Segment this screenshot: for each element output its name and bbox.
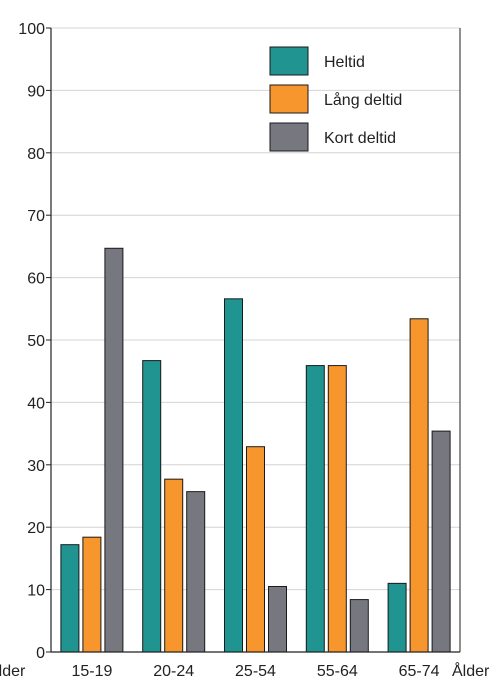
- x-axis-label-right: Ålder: [452, 661, 490, 678]
- y-tick-label: 20: [27, 520, 45, 537]
- x-tick-label: 20-24: [153, 663, 194, 678]
- bar-l-ng-deltid-65-74: [409, 318, 429, 653]
- bar-l-ng-deltid-15-19: [82, 536, 102, 653]
- bar-l-ng-deltid-20-24: [164, 478, 184, 653]
- y-tick-label: 40: [27, 395, 45, 412]
- y-tick-label: 10: [27, 583, 45, 600]
- y-tick-labels: 0 10 20 30 40 50 60 70 80 90 100: [18, 21, 51, 662]
- y-tick-label: 60: [27, 271, 45, 288]
- legend-label: Lång deltid: [324, 91, 402, 109]
- bar-heltid-55-64: [305, 365, 325, 653]
- legend-swatch: [269, 46, 309, 76]
- bar-kort-deltid-55-64: [349, 599, 369, 653]
- bars: [60, 247, 451, 653]
- bar-l-ng-deltid-25-54: [246, 446, 265, 653]
- bar-heltid-20-24: [142, 360, 162, 653]
- bar-heltid-15-19: [60, 544, 80, 653]
- bar-kort-deltid-20-24: [186, 491, 206, 653]
- y-tick-label: 90: [27, 83, 45, 100]
- legend-label: Kort deltid: [324, 130, 396, 147]
- x-tick-label: 65-74: [399, 663, 440, 678]
- y-tick-label: 30: [27, 458, 45, 475]
- bar-kort-deltid-65-74: [431, 430, 451, 653]
- y-tick-label: 80: [27, 146, 45, 163]
- legend-swatch: [269, 122, 309, 152]
- x-tick-label: 25-54: [235, 663, 276, 678]
- bar-kort-deltid-15-19: [104, 247, 124, 653]
- legend-label: Heltid: [324, 54, 365, 71]
- y-tick-label: 0: [36, 645, 45, 662]
- y-tick-label: 70: [27, 208, 45, 225]
- y-tick-label: 50: [27, 333, 45, 350]
- bar-kort-deltid-25-54: [268, 585, 287, 653]
- legend: Heltid Lång deltid Kort deltid: [269, 46, 402, 152]
- bar-l-ng-deltid-55-64: [327, 365, 347, 653]
- y-tick-label: 100: [18, 21, 45, 38]
- x-tick-label: 55-64: [317, 663, 358, 678]
- legend-swatch: [269, 84, 309, 114]
- x-tick-labels: 15-19 20-24 25-54 55-64 65-74: [71, 663, 440, 680]
- bar-heltid-65-74: [387, 582, 407, 653]
- bar-heltid-25-54: [224, 298, 243, 653]
- x-tick-label: 15-19: [71, 663, 112, 678]
- x-axis-label-left: Ålder: [0, 661, 26, 678]
